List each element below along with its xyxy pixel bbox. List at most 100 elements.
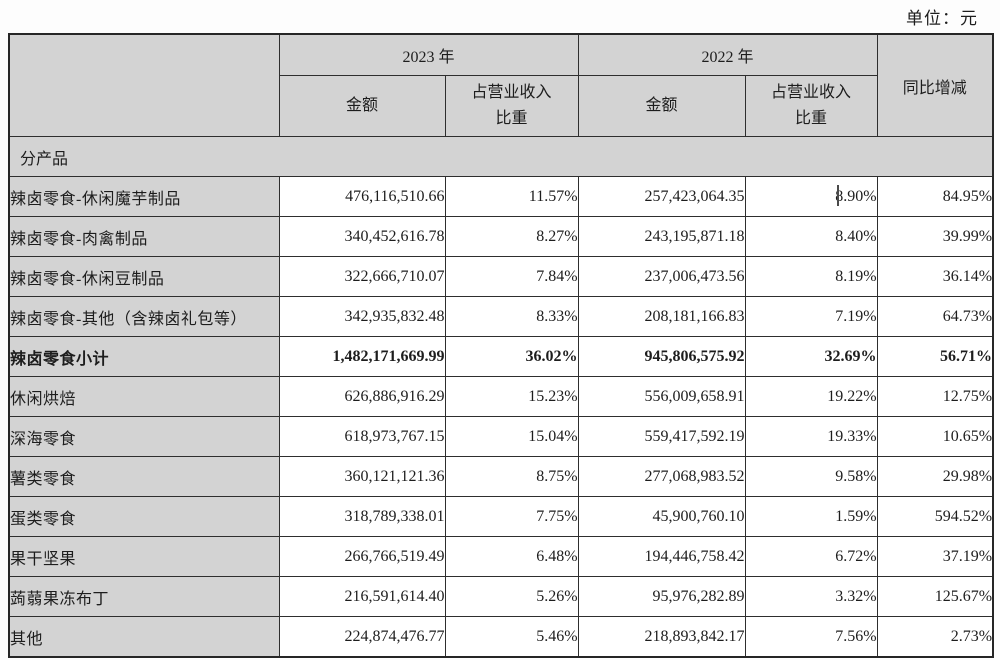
share-2022-value: 8.90% (835, 187, 877, 205)
table-row: 辣卤零食-休闲魔芋制品 476,116,510.66 11.57% 257,42… (8, 176, 994, 217)
table-row: 辣卤零食-其他（含辣卤礼包等） 342,935,832.48 8.33% 208… (8, 296, 994, 337)
table-row: 辣卤零食-休闲豆制品 322,666,710.07 7.84% 237,006,… (8, 256, 994, 297)
yoy-cell: 36.14% (876, 256, 994, 297)
product-name-cell: 休闲烘焙 (8, 376, 280, 417)
amount-2022-header: 金额 (577, 75, 746, 137)
share-2022-cell: 8.40% (744, 216, 878, 257)
section-row: 分产品 (8, 136, 994, 177)
table-row: 蒟蒻果冻布丁 216,591,614.40 5.26% 95,976,282.8… (8, 576, 994, 617)
share-2022-cell: 19.33% (744, 416, 878, 457)
yoy-cell: 64.73% (876, 296, 994, 337)
amount-2022-cell: 257,423,064.35 (577, 176, 746, 217)
share-2022-cell: 1.59% (744, 496, 878, 537)
amount-2023-header: 金额 (278, 75, 446, 137)
amount-2022-cell: 95,976,282.89 (577, 576, 746, 617)
share-header-line1: 占营业收入 (771, 84, 852, 101)
share-2022-cell: 19.22% (744, 376, 878, 417)
amount-2023-cell: 340,452,616.78 (278, 216, 446, 257)
year-2023-header: 2023 年 (278, 33, 579, 76)
header-year-row: 2023 年 2022 年 同比增减 (8, 33, 994, 137)
share-2023-cell: 15.23% (444, 376, 579, 417)
product-name-cell: 辣卤零食-休闲豆制品 (8, 256, 280, 297)
amount-2023-cell: 618,973,767.15 (278, 416, 446, 457)
amount-2022-cell: 243,195,871.18 (577, 216, 746, 257)
amount-2022-cell: 218,893,842.17 (577, 616, 746, 658)
yoy-cell: 2.73% (876, 616, 994, 658)
share-2022-cell: 3.32% (744, 576, 878, 617)
amount-2023-cell: 216,591,614.40 (278, 576, 446, 617)
product-name-cell: 果干坚果 (8, 536, 280, 577)
revenue-by-product-table: 2023 年 2022 年 同比增减 金额 占营业收入 比重 金额 占营业收入 … (8, 33, 995, 658)
amount-2022-cell: 237,006,473.56 (577, 256, 746, 297)
share-2023-cell: 8.75% (444, 456, 579, 497)
amount-2022-cell: 559,417,592.19 (577, 416, 746, 457)
amount-2023-cell: 318,789,338.01 (278, 496, 446, 537)
subtotal-row: 辣卤零食小计 1,482,171,669.99 36.02% 945,806,5… (8, 336, 994, 377)
share-header-line2: 比重 (795, 110, 828, 127)
product-name-cell: 蛋类零食 (8, 496, 280, 537)
amount-2023-cell: 266,766,519.49 (278, 536, 446, 577)
corner-empty-cell (8, 33, 280, 137)
amount-2023-cell: 224,874,476.77 (278, 616, 446, 658)
yoy-cell: 29.98% (876, 456, 994, 497)
share-2023-cell: 11.57% (444, 176, 579, 217)
share-2023-cell: 6.48% (444, 536, 579, 577)
share-2022-cell: 6.72% (744, 536, 878, 577)
yoy-cell: 37.19% (876, 536, 994, 577)
amount-2022-cell: 194,446,758.42 (577, 536, 746, 577)
amount-2023-cell: 322,666,710.07 (278, 256, 446, 297)
section-label: 分产品 (8, 136, 994, 177)
share-2022-cell: 32.69% (744, 336, 878, 377)
product-name-cell: 辣卤零食-肉禽制品 (8, 216, 280, 257)
amount-2022-cell: 945,806,575.92 (577, 336, 746, 377)
product-name-cell: 深海零食 (8, 416, 280, 457)
amount-2022-cell: 277,068,983.52 (577, 456, 746, 497)
product-name-cell: 薯类零食 (8, 456, 280, 497)
yoy-cell: 39.99% (876, 216, 994, 257)
yoy-cell: 56.71% (876, 336, 994, 377)
product-name-cell: 其他 (8, 616, 280, 658)
share-2022-cell: 7.56% (744, 616, 878, 658)
product-name-cell: 蒟蒻果冻布丁 (8, 576, 280, 617)
amount-2023-cell: 626,886,916.29 (278, 376, 446, 417)
share-2022-cell: 9.58% (744, 456, 878, 497)
yoy-cell: 10.65% (876, 416, 994, 457)
share-header-line2: 比重 (495, 110, 528, 127)
share-2022-cell: 7.19% (744, 296, 878, 337)
header-metric-row: 金额 占营业收入 比重 金额 占营业收入 比重 (9, 75, 993, 137)
table-row: 休闲烘焙 626,886,916.29 15.23% 556,009,658.9… (8, 376, 994, 417)
product-name-cell: 辣卤零食-休闲魔芋制品 (8, 176, 280, 217)
amount-2022-cell: 208,181,166.83 (577, 296, 746, 337)
share-2023-cell: 36.02% (444, 336, 579, 377)
amount-2023-cell: 476,116,510.66 (278, 176, 446, 217)
share-2023-cell: 5.26% (444, 576, 579, 617)
table-row: 薯类零食 360,121,121.36 8.75% 277,068,983.52… (8, 456, 994, 497)
share-2023-cell: 5.46% (444, 616, 579, 658)
amount-2023-cell: 342,935,832.48 (278, 296, 446, 337)
share-2022-cell: 8.90% (744, 176, 878, 217)
year-2022-header: 2022 年 (577, 33, 878, 76)
product-name-cell: 辣卤零食小计 (8, 336, 280, 377)
share-header-line1: 占营业收入 (471, 84, 552, 101)
yoy-cell: 594.52% (876, 496, 994, 537)
share-2023-cell: 7.75% (444, 496, 579, 537)
table-row: 辣卤零食-肉禽制品 340,452,616.78 8.27% 243,195,8… (8, 216, 994, 257)
product-name-cell: 辣卤零食-其他（含辣卤礼包等） (8, 296, 280, 337)
unit-label: 单位：元 (906, 9, 978, 28)
yoy-cell: 125.67% (876, 576, 994, 617)
share-2023-cell: 15.04% (444, 416, 579, 457)
share-2023-cell: 7.84% (444, 256, 579, 297)
share-2023-cell: 8.33% (444, 296, 579, 337)
table-row: 其他 224,874,476.77 5.46% 218,893,842.17 7… (8, 616, 994, 658)
amount-2022-cell: 556,009,658.91 (577, 376, 746, 417)
share-2023-header: 占营业收入 比重 (444, 75, 579, 137)
amount-2023-cell: 1,482,171,669.99 (278, 336, 446, 377)
share-2022-header: 占营业收入 比重 (744, 75, 878, 137)
yoy-cell: 12.75% (876, 376, 994, 417)
text-cursor-artifact (836, 185, 839, 206)
table-row: 深海零食 618,973,767.15 15.04% 559,417,592.1… (8, 416, 994, 457)
table-row: 蛋类零食 318,789,338.01 7.75% 45,900,760.10 … (8, 496, 994, 537)
amount-2022-cell: 45,900,760.10 (577, 496, 746, 537)
table-row: 果干坚果 266,766,519.49 6.48% 194,446,758.42… (8, 536, 994, 577)
